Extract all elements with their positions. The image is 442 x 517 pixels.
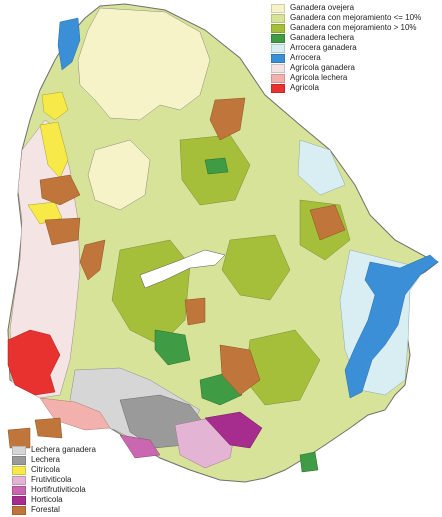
region-citricola-west-3	[27, 201, 63, 225]
region-arrocera-ganadera-north	[297, 139, 346, 196]
region-ganadera-ovejera-north	[77, 7, 211, 121]
legend-item-hortifrutiviticola: Hortifrutiviticola	[12, 485, 96, 495]
legend-swatch-ganadera-lechera	[271, 33, 285, 43]
region-forestal-4	[79, 239, 106, 281]
legend-label: Lechera	[31, 455, 60, 464]
legend-swatch-horticola	[12, 495, 26, 505]
legend-item-lechera: Lechera	[12, 455, 96, 465]
region-ganadera-ovejera-center	[87, 139, 151, 211]
legend-label: Ganadera con mejoramiento > 10%	[290, 23, 417, 32]
legend-label: Ganadera ovejera	[290, 3, 355, 12]
legend-item-frutiviticola: Frutiviticola	[12, 475, 96, 485]
legend-label: Ganadera con mejoramiento <= 10%	[290, 13, 422, 22]
region-agricola-southwest	[7, 329, 61, 396]
region-forestal-7	[184, 297, 206, 326]
region-mejoramiento-high-2	[221, 234, 291, 301]
region-forestal-2	[39, 174, 81, 206]
legend-swatch-agricola	[271, 83, 285, 93]
legend-label: Lechera ganadera	[31, 445, 96, 454]
legend-item-agricola-ganadera: Agricola ganadera	[271, 63, 421, 73]
region-forestal-9	[7, 427, 31, 449]
legend-label: Agricola ganadera	[290, 63, 355, 72]
region-ganadera-lechera-3	[299, 451, 319, 473]
legend-item-ganadera-ovejera: Ganadera ovejera	[271, 3, 421, 13]
legend-swatch-ganadera-mejoramiento-high	[271, 23, 285, 33]
region-arrocera-north	[57, 17, 81, 71]
legend-label: Arrocera	[290, 53, 321, 62]
legend-label: Arrocera ganadera	[290, 43, 357, 52]
legend-item-ganadera-lechera: Ganadera lechera	[271, 33, 421, 43]
legend-item-lechera-ganadera: Lechera ganadera	[12, 445, 96, 455]
legend-item-citricola: Citricola	[12, 465, 96, 475]
legend-label: Horticola	[31, 495, 63, 504]
legend-bottom: Lechera ganadera Lechera Citricola Frutivit…	[12, 445, 96, 515]
legend-item-agricola: Agricola	[271, 83, 421, 93]
region-citricola-west-1	[41, 91, 69, 121]
legend-swatch-arrocera	[271, 53, 285, 63]
legend-label: Citricola	[31, 465, 60, 474]
region-forestal-8	[34, 417, 63, 439]
legend-swatch-agricola-ganadera	[271, 63, 285, 73]
region-forestal-1	[209, 97, 246, 141]
legend-label: Frutiviticola	[31, 475, 72, 484]
legend-label: Ganadera lechera	[290, 33, 355, 42]
region-ganadera-lechera-1	[154, 329, 191, 366]
legend-label: Agricola lechera	[290, 73, 348, 82]
legend-swatch-lechera	[12, 455, 26, 465]
legend-swatch-hortifrutiviticola	[12, 485, 26, 495]
region-ganadera-lechera-4	[204, 157, 229, 175]
legend-swatch-lechera-ganadera	[12, 445, 26, 455]
region-forestal-3	[44, 217, 81, 246]
reservoir-rio-negro	[139, 249, 226, 289]
legend-item-arrocera-ganadera: Arrocera ganadera	[271, 43, 421, 53]
country-outline	[7, 3, 440, 483]
legend-label: Forestal	[31, 505, 60, 514]
legend-swatch-frutiviticola	[12, 475, 26, 485]
legend-label: Agricola	[290, 83, 319, 92]
region-arrocera-east	[344, 254, 439, 399]
region-forestal-6	[219, 344, 261, 396]
region-horticola-south	[204, 411, 263, 449]
legend-swatch-agricola-lechera	[271, 73, 285, 83]
legend-swatch-citricola	[12, 465, 26, 475]
legend-top: Ganadera ovejera Ganadera con mejoramient…	[271, 3, 421, 93]
legend-swatch-ganadera-mejoramiento-low	[271, 13, 285, 23]
region-forestal-5	[309, 204, 346, 241]
legend-label: Hortifrutiviticola	[31, 485, 86, 494]
legend-swatch-arrocera-ganadera	[271, 43, 285, 53]
legend-swatch-ganadera-ovejera	[271, 3, 285, 13]
region-hortifrutiviticola-south	[119, 434, 161, 459]
legend-item-forestal: Forestal	[12, 505, 96, 515]
legend-swatch-forestal	[12, 505, 26, 515]
legend-item-agricola-lechera: Agricola lechera	[271, 73, 421, 83]
legend-item-ganadera-mejoramiento-high: Ganadera con mejoramiento > 10%	[271, 23, 421, 33]
legend-item-horticola: Horticola	[12, 495, 96, 505]
legend-item-ganadera-mejoramiento-low: Ganadera con mejoramiento <= 10%	[271, 13, 421, 23]
region-citricola-west-2	[39, 121, 69, 179]
legend-item-arrocera: Arrocera	[271, 53, 421, 63]
